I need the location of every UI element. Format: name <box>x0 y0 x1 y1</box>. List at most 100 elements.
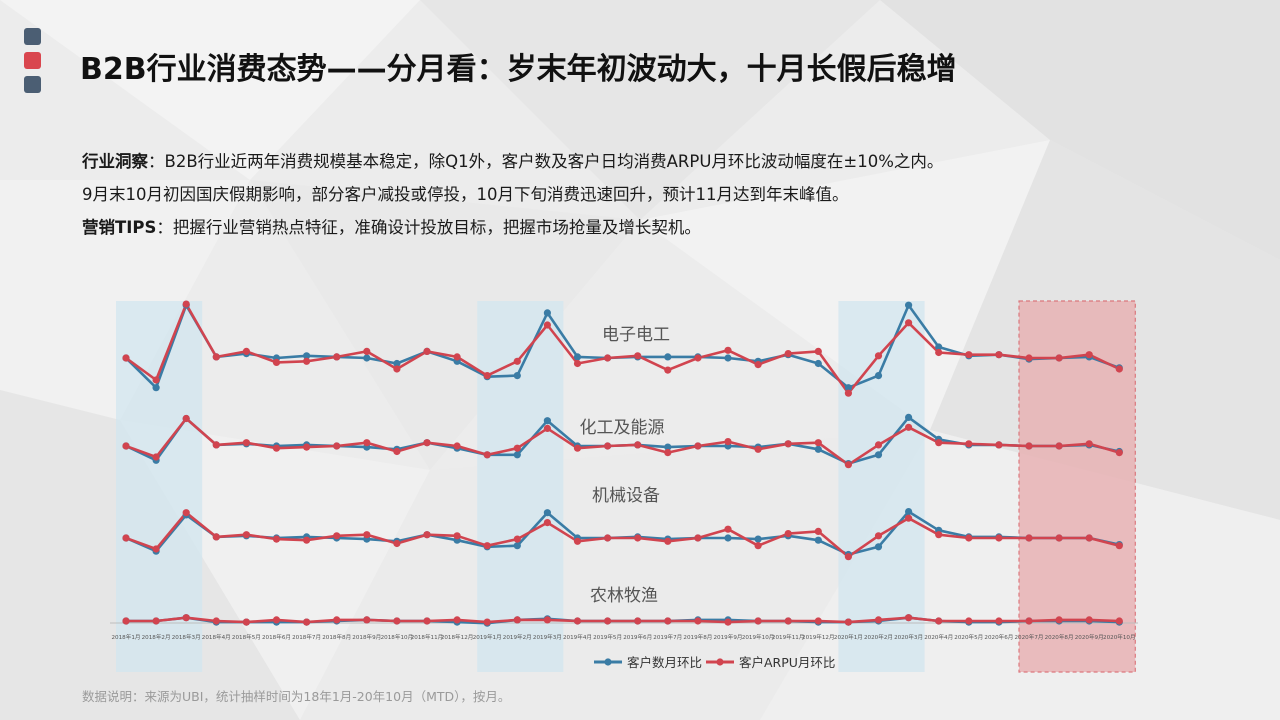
data-point-arpu <box>754 617 762 625</box>
data-point-arpu <box>122 617 130 625</box>
data-point-arpu <box>724 438 732 446</box>
x-tick-label: 2019年8月 <box>683 633 712 641</box>
data-point-customers <box>905 413 913 421</box>
data-point-arpu <box>754 361 762 369</box>
data-point-customers <box>874 543 883 551</box>
data-point-arpu <box>573 444 582 452</box>
data-point-customers <box>543 417 552 425</box>
data-point-arpu <box>1025 617 1033 625</box>
x-tick-label: 2019年2月 <box>503 633 532 641</box>
data-point-arpu <box>935 617 943 625</box>
data-point-customers <box>573 353 582 361</box>
data-point-customers <box>724 354 732 362</box>
data-point-arpu <box>363 439 371 447</box>
data-point-arpu <box>935 531 943 539</box>
data-point-arpu <box>1115 365 1123 373</box>
x-tick-label: 2020年9月 <box>1075 633 1104 641</box>
insight-colon: ： <box>148 152 165 171</box>
insight-line-3: 营销TIPS：把握行业营销热点特征，准确设计投放目标，把握市场抢量及增长契机。 <box>82 214 701 238</box>
data-point-arpu <box>1055 442 1063 450</box>
x-tick-label: 2018年10月 <box>381 633 414 641</box>
data-point-customers <box>814 445 822 453</box>
x-tick-label: 2020年2月 <box>864 633 893 641</box>
x-tick-label: 2018年5月 <box>232 633 261 641</box>
data-point-arpu <box>784 530 792 538</box>
x-tick-label: 2018年8月 <box>322 633 351 641</box>
x-tick-label: 2018年9月 <box>352 633 381 641</box>
data-point-customers <box>513 542 521 550</box>
data-point-arpu <box>1115 542 1123 550</box>
highlight-band-3 <box>838 301 925 672</box>
data-point-arpu <box>694 354 702 362</box>
data-point-arpu <box>1025 534 1033 542</box>
x-tick-label: 2018年11月 <box>411 633 444 641</box>
data-point-arpu <box>784 440 792 448</box>
data-point-arpu <box>995 351 1003 359</box>
x-tick-label: 2018年12月 <box>441 633 474 641</box>
insight-line-2: 9月末10月初因国庆假期影响，部分客户减投或停投，10月下旬消费迅速回升，预计1… <box>82 181 849 205</box>
data-point-arpu <box>1055 534 1063 542</box>
data-point-arpu <box>393 365 401 373</box>
x-tick-label: 2019年4月 <box>563 633 592 641</box>
data-point-customers <box>363 354 371 362</box>
data-point-customers <box>543 509 552 517</box>
tips-label: 营销TIPS <box>82 218 157 237</box>
data-point-arpu <box>604 354 612 362</box>
data-source-note: 数据说明：来源为UBI，统计抽样时间为18年1月-20年10月（MTD），按月。 <box>82 689 511 704</box>
data-point-arpu <box>333 532 341 540</box>
series-line-customers <box>124 303 1121 390</box>
insight-label: 行业洞察 <box>82 152 148 171</box>
x-tick-label: 2020年6月 <box>984 633 1013 641</box>
data-point-customers <box>814 359 822 368</box>
data-point-arpu <box>844 553 853 561</box>
x-tick-label: 2019年12月 <box>802 633 835 641</box>
data-point-customers <box>543 309 552 317</box>
data-point-arpu <box>814 347 822 355</box>
data-point-arpu <box>363 531 371 539</box>
data-point-arpu <box>604 534 612 542</box>
data-point-arpu <box>935 348 943 357</box>
data-point-arpu <box>182 300 190 308</box>
series-line-arpu <box>124 511 1121 559</box>
data-point-arpu <box>513 444 521 452</box>
data-point-arpu <box>965 534 973 542</box>
data-point-arpu <box>874 532 883 540</box>
data-point-customers <box>152 384 160 392</box>
highlight-band-4 <box>1018 300 1136 673</box>
data-point-arpu <box>995 534 1003 542</box>
data-point-arpu <box>543 519 552 527</box>
data-point-arpu <box>272 444 281 452</box>
data-point-arpu <box>393 539 401 548</box>
data-point-arpu <box>634 534 642 542</box>
series-line-customers <box>124 510 1121 556</box>
data-point-arpu <box>363 347 371 355</box>
panel-label: 化工及能源 <box>580 418 665 438</box>
data-point-arpu <box>303 536 311 544</box>
data-point-arpu <box>212 441 220 449</box>
data-point-arpu <box>573 617 582 625</box>
x-tick-label: 2019年7月 <box>653 633 682 641</box>
x-tick-label: 2018年6月 <box>262 633 291 641</box>
data-point-arpu <box>754 542 762 550</box>
legend-label-customers: 客户数月环比 <box>627 655 702 670</box>
series-line-arpu <box>124 302 1121 395</box>
data-point-customers <box>905 301 913 309</box>
data-point-arpu <box>483 542 491 550</box>
data-point-customers <box>513 451 521 459</box>
x-tick-label: 2020年7月 <box>1015 633 1044 641</box>
data-point-customers <box>303 352 311 360</box>
data-point-customers <box>905 508 913 516</box>
data-point-arpu <box>664 537 672 545</box>
data-point-arpu <box>814 527 822 536</box>
data-point-arpu <box>363 616 371 624</box>
data-point-arpu <box>754 445 762 453</box>
data-point-arpu <box>1085 440 1093 448</box>
data-point-arpu <box>423 617 431 625</box>
data-point-arpu <box>272 535 281 543</box>
x-tick-label: 2019年5月 <box>593 633 622 641</box>
insight-line-1: 行业洞察：B2B行业近两年消费规模基本稳定，除Q1外，客户数及客户日均消费ARP… <box>82 148 943 172</box>
data-point-arpu <box>604 617 612 625</box>
data-point-arpu <box>543 424 552 432</box>
data-point-arpu <box>182 414 190 423</box>
legend-marker-customers <box>604 658 612 666</box>
